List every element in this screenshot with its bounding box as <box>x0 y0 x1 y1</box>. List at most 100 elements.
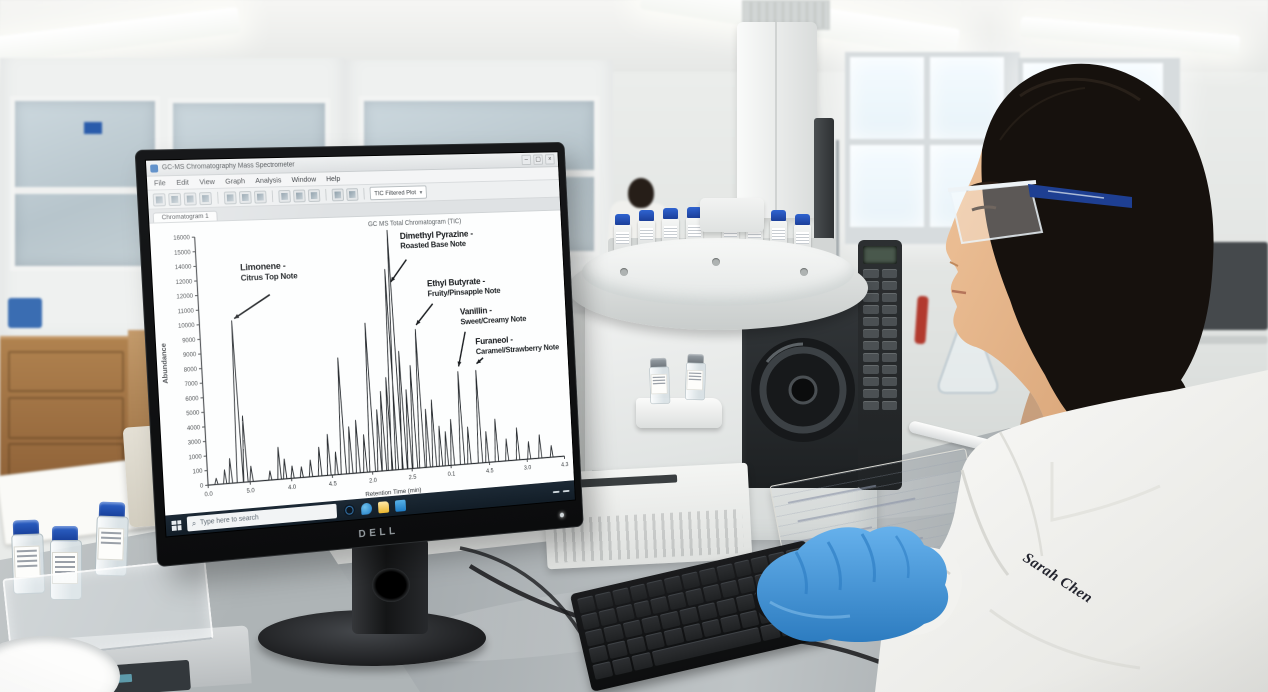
peak-detect-icon[interactable] <box>307 188 321 202</box>
key <box>646 579 666 598</box>
key <box>580 611 600 631</box>
menu-graph[interactable]: Graph <box>225 176 246 186</box>
y-tick-label: 12000 <box>175 278 193 286</box>
autosampler-tower <box>737 22 817 218</box>
y-axis-label: Abundance <box>159 343 170 384</box>
menu-help[interactable]: Help <box>325 174 341 184</box>
search-icon: ⌕ <box>191 518 197 528</box>
y-tick-label: 3000 <box>188 439 202 447</box>
save-icon[interactable] <box>183 191 197 206</box>
stand-rod <box>836 140 839 340</box>
key <box>577 595 596 614</box>
carousel-bolt <box>800 268 808 276</box>
safety-glasses-frame <box>947 180 1037 192</box>
toolbar-separator <box>217 191 219 204</box>
filter-dropdown[interactable]: TIC Filtered Plot ▾ <box>369 185 427 201</box>
annotation-note-1: Roasted Base Note <box>400 239 466 251</box>
scientist-hair <box>981 63 1214 456</box>
carousel-bolt <box>620 268 628 276</box>
key <box>588 644 609 664</box>
key <box>650 595 670 615</box>
system-tray[interactable] <box>552 489 575 493</box>
cut-icon[interactable] <box>223 190 237 204</box>
annotation-note-3: Sweet/Creamy Note <box>460 314 527 327</box>
file-explorer-icon[interactable] <box>377 500 390 513</box>
sample-vial <box>649 357 671 405</box>
background-scientist-hair <box>628 178 654 208</box>
key <box>612 656 634 676</box>
screen: GC-MS Chromatography Mass Spectrometer –… <box>144 151 576 538</box>
x-tick-label: 0.1 <box>448 471 456 478</box>
search-placeholder: Type here to search <box>199 514 259 527</box>
wood-cabinet <box>0 336 128 486</box>
print-icon[interactable] <box>198 191 213 205</box>
paste-icon[interactable] <box>253 190 267 204</box>
key <box>667 591 687 611</box>
y-tick-label: 11000 <box>178 307 195 315</box>
cable-hole <box>372 568 410 602</box>
chevron-down-icon: ▾ <box>419 189 423 196</box>
new-file-icon[interactable] <box>152 192 166 207</box>
x-tick-label: 2.5 <box>409 474 417 481</box>
blue-bin <box>8 298 42 328</box>
y-tick-label: 8000 <box>184 366 198 374</box>
maximize-icon[interactable]: ▢ <box>533 154 543 165</box>
store-icon[interactable] <box>394 499 407 512</box>
zoom-in-icon[interactable] <box>278 189 291 203</box>
scientist: Sarah Chen <box>754 63 1268 692</box>
key <box>660 610 681 630</box>
injector-arm <box>700 198 764 232</box>
annotation-compound-3: Vanillin - <box>460 305 492 317</box>
x-tick-label: 3.0 <box>524 464 532 471</box>
scientist-eye <box>971 205 997 212</box>
key <box>615 603 635 623</box>
annotation-note-2: Fruity/Pinsapple Note <box>427 286 501 299</box>
annotation-note-0: Citrus Top Note <box>240 271 298 283</box>
y-tick-label: 1000 <box>188 453 202 461</box>
key <box>622 619 643 639</box>
edge-icon[interactable] <box>360 502 373 515</box>
annotation-compound-1: Dimethyl Pyrazine - <box>399 228 473 241</box>
y-tick-label: 0 <box>200 482 204 489</box>
x-tick-label: 4.0 <box>288 484 297 492</box>
chart-title: GC MS Total Chromatogram (TIC) <box>368 218 462 228</box>
copy-icon[interactable] <box>238 190 252 204</box>
menu-edit[interactable]: Edit <box>176 177 190 187</box>
monitor: GC-MS Chromatography Mass Spectrometer –… <box>134 141 584 568</box>
key <box>678 606 700 626</box>
filter-dropdown-label: TIC Filtered Plot <box>374 188 417 197</box>
spectrum-icon[interactable] <box>331 188 345 201</box>
carousel-bolt <box>712 258 720 266</box>
key <box>631 652 653 671</box>
x-axis-label: Retention Time (min) <box>365 487 421 499</box>
menu-window[interactable]: Window <box>291 174 317 185</box>
key <box>633 599 652 619</box>
menu-analysis[interactable]: Analysis <box>255 175 282 185</box>
report-icon[interactable] <box>346 187 359 201</box>
key <box>641 615 662 634</box>
minimize-icon[interactable]: – <box>521 154 532 166</box>
nitrile-glove <box>756 526 949 643</box>
tab-chromatogram[interactable]: Chromatogram 1 <box>152 210 218 223</box>
cortana-icon[interactable] <box>343 503 356 517</box>
menu-view[interactable]: View <box>199 177 216 187</box>
reagent-vial <box>50 526 82 600</box>
menu-file[interactable]: File <box>153 178 166 188</box>
key <box>592 661 614 680</box>
open-file-icon[interactable] <box>168 192 182 206</box>
y-tick-label: 14000 <box>175 264 193 272</box>
key <box>603 623 624 643</box>
close-icon[interactable]: × <box>544 154 555 165</box>
toolbar-separator <box>325 188 327 201</box>
key <box>584 628 605 647</box>
y-tick-label: 5000 <box>186 410 200 418</box>
key <box>629 583 649 602</box>
start-button[interactable] <box>165 514 187 537</box>
keypad-display <box>863 246 897 264</box>
key <box>681 571 701 590</box>
y-tick-label: 16000 <box>173 234 191 242</box>
safety-glasses-temple <box>1028 184 1132 208</box>
zoom-out-icon[interactable] <box>293 189 306 202</box>
y-tick-label: 10000 <box>178 322 196 330</box>
